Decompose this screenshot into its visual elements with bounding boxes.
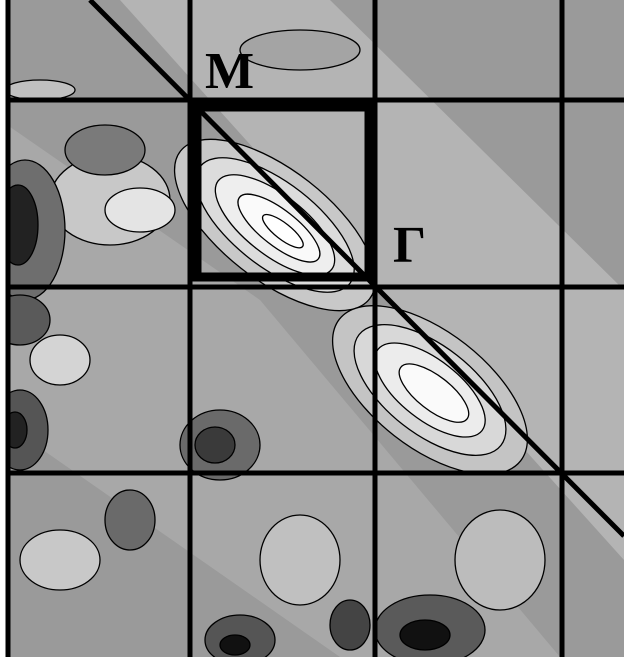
highlight-square [192, 102, 374, 282]
gamma-label: Γ [393, 217, 426, 274]
grid [5, 0, 624, 657]
m-label: M [205, 43, 254, 100]
